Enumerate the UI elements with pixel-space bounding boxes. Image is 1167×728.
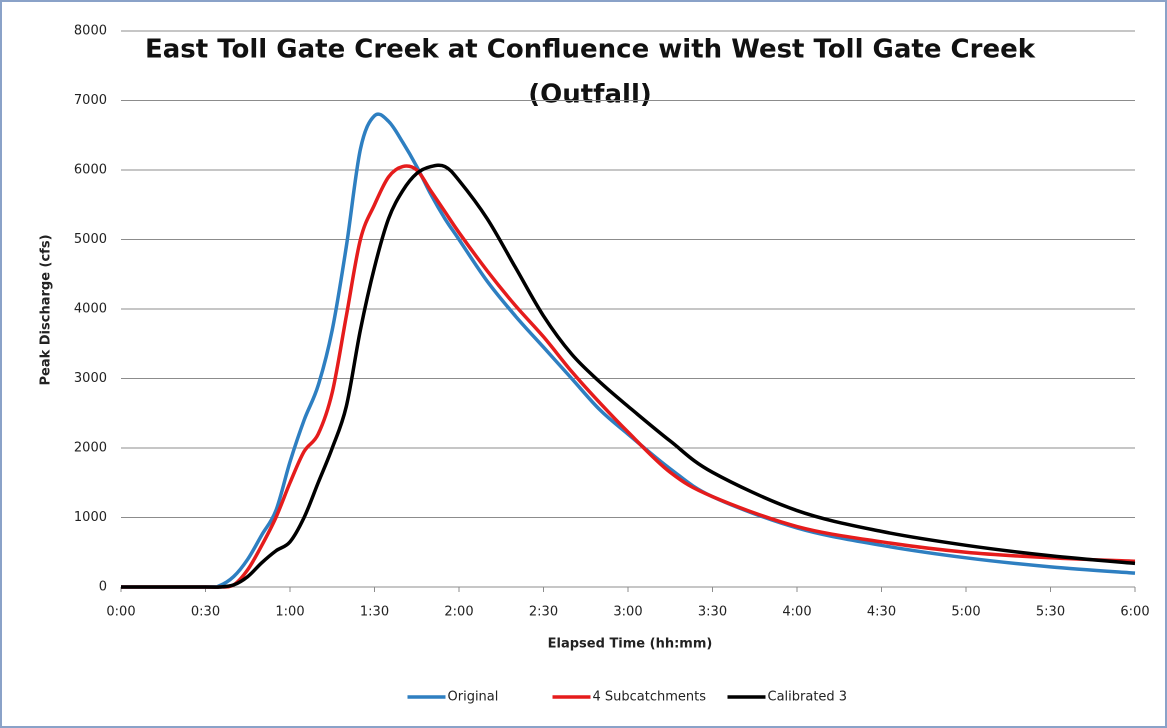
x-tick-label: 1:00	[275, 605, 304, 620]
y-tick-label: 6000	[74, 163, 107, 178]
y-tick-label: 5000	[74, 232, 107, 247]
legend-label: 4 Subcatchments	[593, 690, 707, 705]
y-tick-label: 7000	[74, 93, 107, 108]
series-line	[121, 164, 1136, 589]
y-tick-label: 8000	[74, 24, 107, 39]
x-tick-label: 0:00	[106, 605, 135, 620]
x-axis-title: Elapsed Time (hh:mm)	[548, 637, 713, 652]
x-tick-label: 5:00	[951, 605, 980, 620]
x-tick-label: 1:30	[360, 605, 389, 620]
x-tick-label: 2:30	[529, 605, 558, 620]
x-tick-label: 3:00	[613, 605, 642, 620]
x-tick-label: 3:30	[698, 605, 727, 620]
y-tick-label: 0	[99, 580, 107, 595]
y-tick-label: 2000	[74, 441, 107, 456]
legend-label: Calibrated 3	[768, 690, 848, 705]
chart-title: (Outfall)	[528, 80, 652, 110]
x-tick-label: 2:00	[444, 605, 473, 620]
legend-label: Original	[448, 690, 499, 705]
series-line	[121, 163, 1136, 589]
x-tick-label: 4:30	[867, 605, 896, 620]
x-tick-label: 5:30	[1036, 605, 1065, 620]
chart-title: East Toll Gate Creek at Confluence with …	[145, 35, 1036, 65]
y-tick-label: 4000	[74, 302, 107, 317]
x-tick-label: 4:00	[782, 605, 811, 620]
x-tick-label: 0:30	[191, 605, 220, 620]
y-tick-label: 1000	[74, 510, 107, 525]
y-axis-title: Peak Discharge (cfs)	[39, 234, 54, 385]
x-tick-label: 6:00	[1120, 605, 1149, 620]
y-tick-label: 3000	[74, 371, 107, 386]
